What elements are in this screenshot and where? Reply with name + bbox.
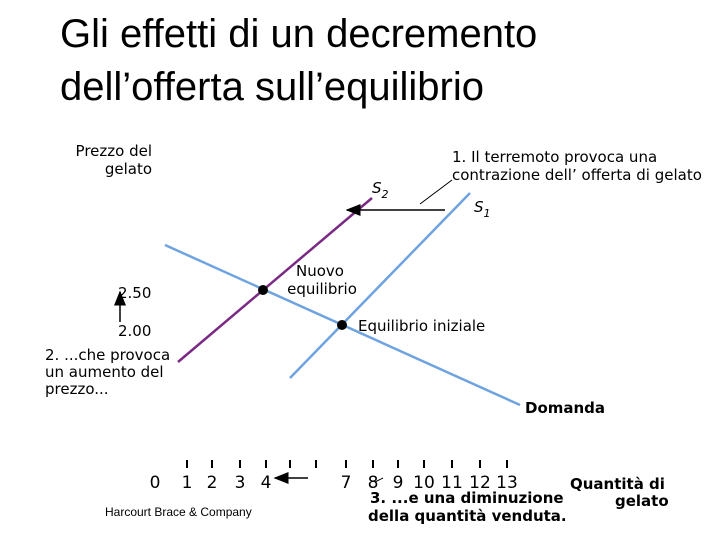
x-axis-label: Quantità di bbox=[570, 475, 665, 493]
quantity-label: 3 bbox=[235, 473, 246, 493]
s2-letter: S bbox=[372, 179, 382, 197]
supply-curve-s1 bbox=[289, 192, 471, 379]
note-3: della quantità venduta. bbox=[368, 507, 567, 525]
note-3: 3. ...e una diminuzione bbox=[370, 489, 564, 507]
quantity-label: 10 bbox=[413, 473, 435, 493]
quantity-label: 9 bbox=[393, 473, 404, 493]
demand-label: Domanda bbox=[525, 399, 605, 417]
s1-subscript: 1 bbox=[484, 207, 491, 220]
note-1: contrazione dell’ offerta di gelato bbox=[452, 166, 702, 184]
x-axis-label: gelato bbox=[615, 492, 669, 510]
supply-curve-s2 bbox=[177, 197, 373, 363]
y-axis-label: Prezzo del bbox=[76, 142, 152, 160]
quantity-label: 0 bbox=[150, 473, 161, 493]
new-equilibrium-label: equilibrio bbox=[287, 280, 357, 298]
quantity-label: 7 bbox=[341, 473, 352, 493]
note-2: un aumento del bbox=[45, 363, 164, 381]
quantity-axis: 0 1 2 3 4 7 8 9 10 11 12 13 bbox=[150, 460, 518, 493]
quantity-label: 13 bbox=[496, 473, 518, 493]
quantity-label: 4 bbox=[261, 473, 272, 493]
title-line: Gli effetti di un decremento bbox=[60, 12, 537, 56]
quantity-label: 11 bbox=[441, 473, 463, 493]
leader-line bbox=[374, 477, 384, 483]
quantity-label: 12 bbox=[469, 473, 491, 493]
s2-label: S2 bbox=[372, 179, 389, 201]
note-1: 1. Il terremoto provoca una bbox=[452, 148, 657, 166]
y-axis-label: gelato bbox=[105, 160, 152, 178]
s1-label: S1 bbox=[474, 198, 491, 220]
leader-line bbox=[419, 179, 453, 205]
quantity-label: 8 bbox=[368, 473, 379, 493]
quantity-label: 1 bbox=[182, 473, 193, 493]
price-label: 2.50 bbox=[118, 284, 151, 302]
credit: Harcourt Brace & Company bbox=[105, 505, 252, 519]
title-line: dell’offerta sull’equilibrio bbox=[60, 65, 484, 109]
initial-equilibrium-label: Equilibrio iniziale bbox=[358, 317, 485, 335]
quantity-label: 2 bbox=[207, 473, 218, 493]
note-2: prezzo... bbox=[45, 380, 109, 398]
new-equilibrium-point bbox=[258, 285, 268, 295]
s2-subscript: 2 bbox=[382, 188, 389, 201]
note-2: 2. ...che provoca bbox=[45, 346, 170, 364]
new-equilibrium-label: Nuovo bbox=[296, 262, 344, 280]
s1-letter: S bbox=[474, 198, 484, 216]
initial-equilibrium-point bbox=[337, 320, 347, 330]
price-label: 2.00 bbox=[118, 322, 151, 340]
